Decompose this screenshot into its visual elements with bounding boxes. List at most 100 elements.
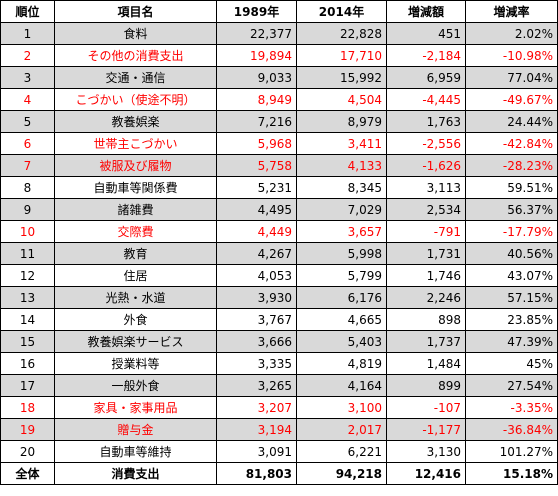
- table-body: 1 食料 22,377 22,828 451 2.02% 2 その他の消費支出 19,894 17…: [0, 22, 558, 463]
- cell-item-name: 贈与金: [54, 418, 217, 441]
- cell-item-name: 諸雑費: [54, 198, 217, 221]
- cell-rate: 101.27%: [465, 440, 558, 463]
- cell-item-name: 授業料等: [54, 352, 217, 375]
- cell-rate: 56.37%: [465, 198, 558, 221]
- cell-rate: -36.84%: [465, 418, 558, 441]
- cell-2014: 4,504: [296, 88, 387, 111]
- cell-diff: -1,177: [386, 418, 466, 441]
- cell-2014: 5,998: [296, 242, 387, 265]
- cell-rate: 2.02%: [465, 22, 558, 45]
- cell-diff: 3,113: [386, 176, 466, 199]
- cell-rank: 6: [0, 132, 55, 155]
- cell-rank: 4: [0, 88, 55, 111]
- cell-item-name: 交通・通信: [54, 66, 217, 89]
- table-row: 3 交通・通信 9,033 15,992 6,959 77.04%: [0, 66, 558, 89]
- cell-rate: -10.98%: [465, 44, 558, 67]
- cell-rank: 13: [0, 286, 55, 309]
- table-row: 11 教育 4,267 5,998 1,731 40.56%: [0, 242, 558, 265]
- cell-diff: -2,184: [386, 44, 466, 67]
- cell-2014: 6,221: [296, 440, 387, 463]
- cell-1989: 3,767: [216, 308, 297, 331]
- cell-rank: 2: [0, 44, 55, 67]
- cell-1989: 5,758: [216, 154, 297, 177]
- cell-rank: 7: [0, 154, 55, 177]
- cell-2014: 5,403: [296, 330, 387, 353]
- table-row: 14 外食 3,767 4,665 898 23.85%: [0, 308, 558, 331]
- header-rate: 増減率: [465, 0, 558, 23]
- table-row: 5 教養娯楽 7,216 8,979 1,763 24.44%: [0, 110, 558, 133]
- cell-rate: -42.84%: [465, 132, 558, 155]
- cell-rank: 15: [0, 330, 55, 353]
- cell-rank: 11: [0, 242, 55, 265]
- cell-rate: 47.39%: [465, 330, 558, 353]
- cell-2014: 15,992: [296, 66, 387, 89]
- spending-comparison-table: 順位 項目名 1989年 2014年 増減額 増減率 1 食料 22,377 22,8…: [0, 0, 558, 485]
- cell-diff: 451: [386, 22, 466, 45]
- cell-diff: 6,959: [386, 66, 466, 89]
- cell-rank: 8: [0, 176, 55, 199]
- cell-diff: -107: [386, 396, 466, 419]
- total-name: 消費支出: [54, 462, 217, 485]
- cell-1989: 3,194: [216, 418, 297, 441]
- cell-2014: 7,029: [296, 198, 387, 221]
- cell-item-name: 一般外食: [54, 374, 217, 397]
- cell-item-name: 被服及び履物: [54, 154, 217, 177]
- cell-item-name: 光熱・水道: [54, 286, 217, 309]
- cell-rate: 23.85%: [465, 308, 558, 331]
- cell-rank: 10: [0, 220, 55, 243]
- table-row: 1 食料 22,377 22,828 451 2.02%: [0, 22, 558, 45]
- cell-1989: 5,231: [216, 176, 297, 199]
- cell-item-name: 教育: [54, 242, 217, 265]
- header-1989: 1989年: [216, 0, 297, 23]
- cell-rate: 45%: [465, 352, 558, 375]
- cell-2014: 4,164: [296, 374, 387, 397]
- cell-rate: 57.15%: [465, 286, 558, 309]
- cell-1989: 3,265: [216, 374, 297, 397]
- cell-2014: 4,819: [296, 352, 387, 375]
- cell-1989: 3,930: [216, 286, 297, 309]
- cell-diff: 1,746: [386, 264, 466, 287]
- cell-diff: 2,246: [386, 286, 466, 309]
- cell-rate: 77.04%: [465, 66, 558, 89]
- cell-item-name: 教養娯楽: [54, 110, 217, 133]
- cell-rank: 19: [0, 418, 55, 441]
- cell-item-name: 家具・家事用品: [54, 396, 217, 419]
- table-row: 18 家具・家事用品 3,207 3,100 -107 -3.35%: [0, 396, 558, 419]
- cell-1989: 7,216: [216, 110, 297, 133]
- table-row: 20 自動車等維持 3,091 6,221 3,130 101.27%: [0, 440, 558, 463]
- cell-item-name: 教養娯楽サービス: [54, 330, 217, 353]
- table-row: 9 諸雑費 4,495 7,029 2,534 56.37%: [0, 198, 558, 221]
- cell-item-name: こづかい（使途不明）: [54, 88, 217, 111]
- table-row: 2 その他の消費支出 19,894 17,710 -2,184 -10.98%: [0, 44, 558, 67]
- table-row: 7 被服及び履物 5,758 4,133 -1,626 -28.23%: [0, 154, 558, 177]
- cell-diff: 1,731: [386, 242, 466, 265]
- total-diff: 12,416: [386, 462, 466, 485]
- cell-1989: 19,894: [216, 44, 297, 67]
- table-row: 6 世帯主こづかい 5,968 3,411 -2,556 -42.84%: [0, 132, 558, 155]
- cell-2014: 22,828: [296, 22, 387, 45]
- cell-1989: 3,091: [216, 440, 297, 463]
- header-2014: 2014年: [296, 0, 387, 23]
- cell-rate: 27.54%: [465, 374, 558, 397]
- cell-rank: 5: [0, 110, 55, 133]
- table-row: 8 自動車等関係費 5,231 8,345 3,113 59.51%: [0, 176, 558, 199]
- table-row: 17 一般外食 3,265 4,164 899 27.54%: [0, 374, 558, 397]
- cell-2014: 8,345: [296, 176, 387, 199]
- cell-rate: 43.07%: [465, 264, 558, 287]
- cell-1989: 4,053: [216, 264, 297, 287]
- cell-rate: -49.67%: [465, 88, 558, 111]
- cell-2014: 4,665: [296, 308, 387, 331]
- header-row: 順位 項目名 1989年 2014年 増減額 増減率: [0, 0, 558, 23]
- cell-item-name: 自動車等関係費: [54, 176, 217, 199]
- total-1989: 81,803: [216, 462, 297, 485]
- cell-2014: 3,411: [296, 132, 387, 155]
- cell-1989: 9,033: [216, 66, 297, 89]
- cell-2014: 3,100: [296, 396, 387, 419]
- cell-diff: 1,484: [386, 352, 466, 375]
- table-row: 12 住居 4,053 5,799 1,746 43.07%: [0, 264, 558, 287]
- cell-2014: 17,710: [296, 44, 387, 67]
- header-diff: 増減額: [386, 0, 466, 23]
- cell-rate: -3.35%: [465, 396, 558, 419]
- cell-1989: 3,666: [216, 330, 297, 353]
- cell-item-name: 世帯主こづかい: [54, 132, 217, 155]
